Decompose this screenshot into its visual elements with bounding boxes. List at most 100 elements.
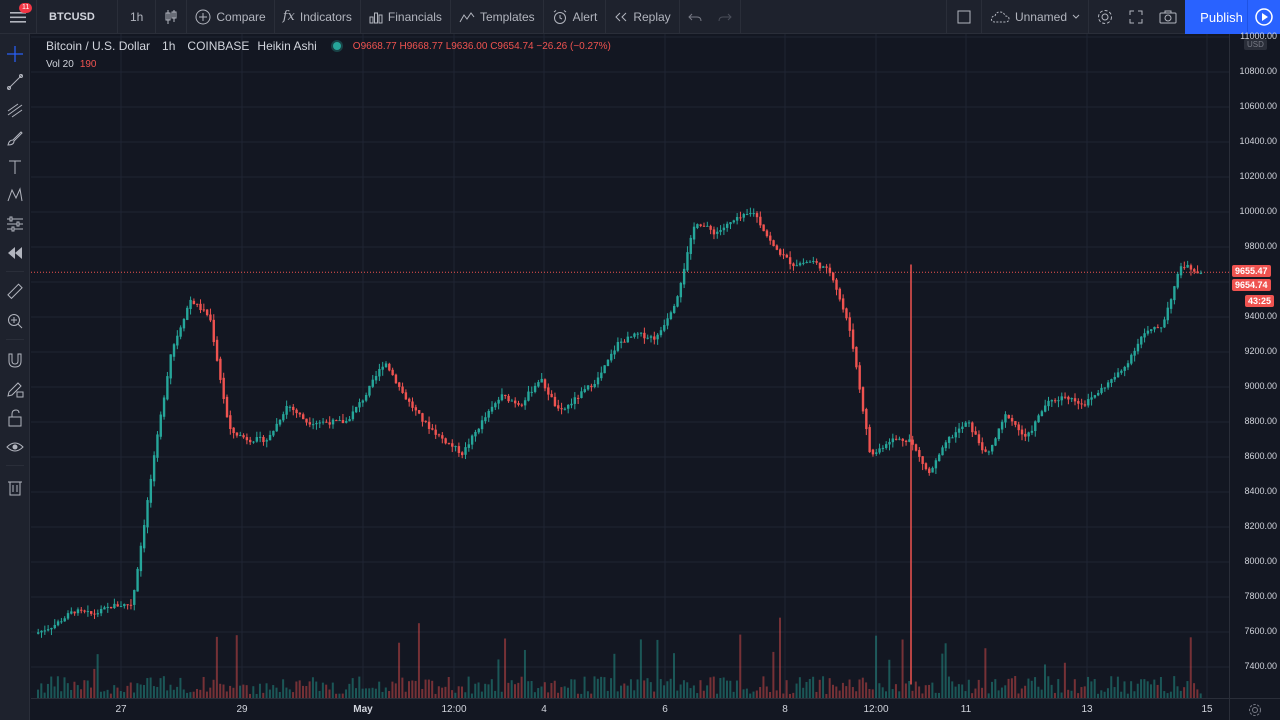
volume-bar: [398, 642, 401, 698]
candle-body: [268, 434, 272, 441]
volume-bar: [580, 693, 583, 698]
interval-button[interactable]: 1h: [130, 9, 144, 24]
pattern-tool[interactable]: [5, 185, 25, 205]
candle-body: [126, 604, 129, 606]
symbol-search-button[interactable]: BTCUSD: [49, 10, 95, 23]
candle-body: [951, 437, 954, 439]
financials-button[interactable]: Financials: [361, 0, 450, 34]
stay-in-drawing-tool[interactable]: [5, 379, 25, 399]
prediction-tool[interactable]: [5, 214, 25, 234]
candle-body: [1146, 330, 1150, 334]
candle-body: [785, 254, 789, 258]
trend-line-tool[interactable]: [5, 72, 25, 92]
compare-button[interactable]: Compare: [187, 0, 273, 34]
candle-body: [282, 414, 285, 421]
toolbar-divider: [739, 0, 741, 34]
volume-bar: [841, 682, 844, 698]
layout-name-button[interactable]: Unnamed: [982, 0, 1088, 34]
volume-bar: [189, 692, 192, 698]
templates-button[interactable]: Templates: [451, 0, 543, 34]
candle-body: [507, 395, 510, 402]
candle-body: [437, 434, 441, 436]
crosshair-tool[interactable]: [5, 44, 25, 64]
volume-legend[interactable]: Vol 20 190: [46, 59, 97, 70]
price-tick-label: 9000.00: [1244, 381, 1277, 391]
indicators-button[interactable]: 𝑓x Indicators: [275, 0, 360, 34]
magnet-icon: [8, 353, 22, 368]
undo-button[interactable]: [680, 0, 710, 34]
candle-body: [477, 428, 480, 433]
candle-body: [818, 262, 822, 269]
volume-bar: [679, 684, 682, 698]
toolbar-divider: [945, 0, 947, 34]
snapshot-button[interactable]: [1151, 0, 1185, 34]
play-circle-icon[interactable]: [1255, 8, 1273, 26]
drawing-toolbar: [0, 34, 30, 720]
lock-drawings-tool[interactable]: [5, 408, 25, 428]
volume-bar: [414, 680, 417, 698]
volume-bar: [957, 684, 960, 698]
volume-bar: [1007, 678, 1010, 698]
candle-body: [199, 303, 202, 311]
candle-body: [50, 627, 53, 630]
magnet-tool[interactable]: [5, 350, 25, 370]
candle-body: [567, 404, 570, 409]
candle-body: [623, 341, 626, 343]
volume-bar: [878, 683, 881, 698]
replay-button[interactable]: Replay: [606, 0, 678, 34]
chart-legend[interactable]: Bitcoin / U.S. Dollar 1h COINBASE Heikin…: [46, 39, 611, 53]
volume-bar: [149, 677, 152, 698]
time-axis[interactable]: 27 29 May 12:00 4 6 8 12:00 11 13 15: [31, 698, 1229, 720]
candle-body: [593, 384, 596, 388]
volume-bar: [759, 687, 762, 698]
hide-drawings-tool[interactable]: [5, 437, 25, 457]
volume-bar: [43, 692, 46, 698]
fib-tool[interactable]: [5, 100, 25, 120]
candle-body: [616, 341, 620, 351]
volume-bar: [553, 680, 556, 698]
publish-button[interactable]: Publish: [1185, 0, 1280, 34]
brush-tool[interactable]: [5, 128, 25, 148]
candle-body: [1083, 404, 1087, 406]
volume-bar: [971, 693, 974, 698]
redo-button[interactable]: [710, 0, 740, 34]
candle-body: [242, 435, 245, 438]
volume-bar: [888, 659, 891, 698]
volume-bar: [1193, 683, 1196, 698]
candle-body: [1024, 433, 1027, 437]
hide-toolbar-button[interactable]: [5, 243, 25, 263]
currency-badge[interactable]: USD: [1244, 39, 1267, 50]
chart-pane[interactable]: [31, 34, 1229, 698]
main-menu-button[interactable]: 11: [0, 0, 36, 34]
fullscreen-layout-button[interactable]: [947, 0, 981, 34]
volume-bar: [470, 693, 473, 698]
settings-button[interactable]: [1089, 0, 1121, 34]
measure-tool[interactable]: [5, 282, 25, 302]
candle-body: [656, 334, 659, 340]
volume-bar: [991, 681, 993, 698]
axis-settings-button[interactable]: [1229, 698, 1280, 720]
chart-type-button[interactable]: [156, 0, 186, 34]
text-icon: [9, 160, 21, 174]
candle-body: [1037, 415, 1040, 423]
volume-bar: [828, 678, 831, 698]
price-axis[interactable]: USD 11000.00 10800.00 10600.00 10400.00 1020…: [1229, 31, 1280, 698]
volume-bar: [696, 693, 699, 698]
volume-bar: [732, 691, 735, 698]
volume-bar: [822, 676, 825, 698]
candle-body: [894, 438, 898, 440]
remove-drawings-tool[interactable]: [5, 477, 25, 497]
candle-body: [974, 431, 977, 435]
alert-button[interactable]: Alert: [544, 0, 606, 34]
volume-bar: [576, 693, 579, 698]
fullscreen-button[interactable]: [1121, 0, 1151, 34]
candle-body: [752, 213, 755, 215]
toolbar-divider: [186, 0, 188, 34]
volume-bar: [391, 681, 394, 698]
candle-body: [249, 439, 252, 443]
volume-bar: [275, 687, 278, 698]
text-tool[interactable]: [5, 157, 25, 177]
zoom-tool[interactable]: [5, 311, 25, 331]
volume-bar: [1053, 692, 1056, 698]
candle-body: [514, 400, 517, 404]
